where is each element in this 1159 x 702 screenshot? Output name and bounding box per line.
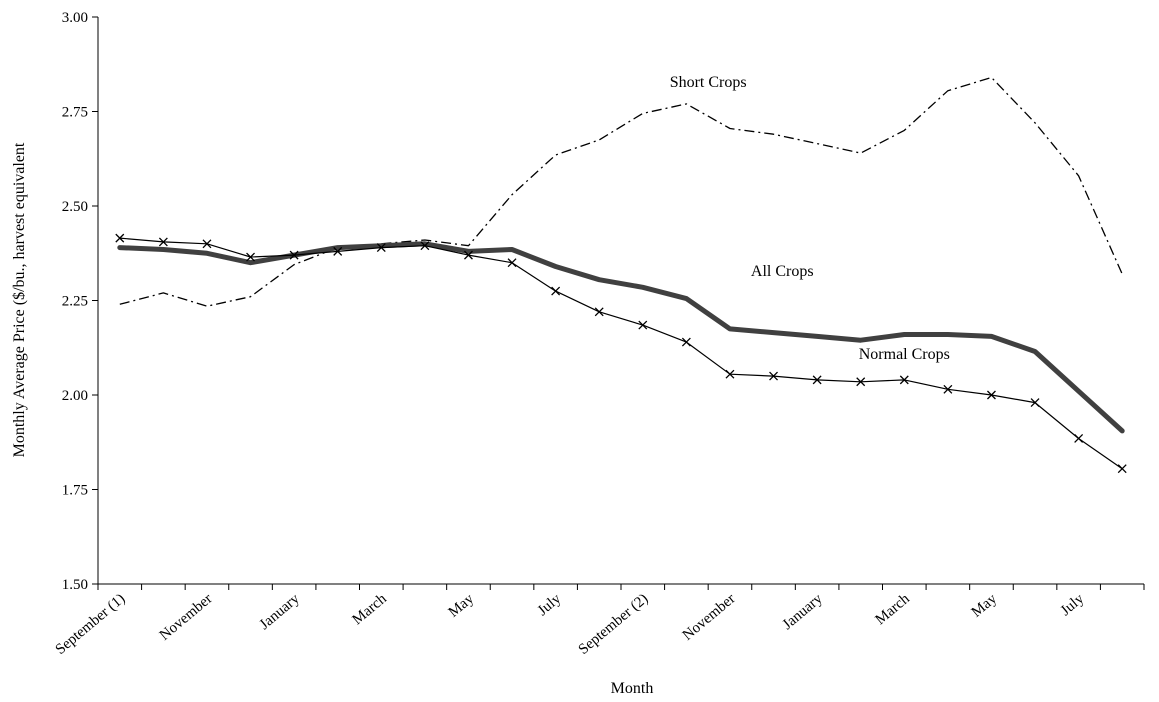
series-label: Normal Crops bbox=[859, 346, 950, 363]
x-marker bbox=[463, 250, 473, 260]
y-tick-label: 1.50 bbox=[62, 577, 88, 593]
y-tick-label: 1.75 bbox=[62, 483, 88, 499]
series-line bbox=[119, 237, 1123, 470]
x-marker bbox=[725, 369, 735, 379]
x-marker bbox=[202, 239, 212, 249]
x-tick-label: May bbox=[446, 590, 478, 620]
x-marker bbox=[333, 246, 343, 256]
y-tick-label: 2.75 bbox=[62, 105, 88, 121]
x-marker bbox=[158, 237, 168, 247]
x-axis: September (1) November January March May July… bbox=[53, 583, 1145, 658]
x-tick-label: July bbox=[535, 590, 565, 619]
x-tick-label: January bbox=[257, 590, 303, 633]
series-normal-crops bbox=[115, 233, 1127, 474]
series-short-crops bbox=[119, 76, 1123, 307]
x-marker bbox=[638, 320, 648, 330]
series-layer bbox=[115, 76, 1127, 474]
x-marker bbox=[856, 377, 866, 387]
x-marker bbox=[594, 307, 604, 317]
x-marker bbox=[1074, 434, 1084, 443]
x-marker bbox=[986, 390, 996, 400]
x-tick-label: January bbox=[780, 590, 826, 633]
x-tick-label: September (2) bbox=[576, 591, 652, 658]
x-marker bbox=[769, 371, 779, 381]
x-marker bbox=[289, 250, 299, 260]
series-all-crops bbox=[117, 241, 1125, 434]
x-tick-label: March bbox=[873, 590, 914, 628]
x-marker bbox=[507, 258, 517, 268]
x-marker bbox=[1030, 398, 1040, 408]
y-tick-label: 3.00 bbox=[62, 10, 88, 26]
y-axis: 3.00 2.75 2.50 2.25 2.00 1.75 1.50 bbox=[62, 10, 99, 593]
x-tick-label: May bbox=[969, 590, 1001, 620]
x-marker bbox=[1117, 464, 1127, 474]
x-tick-label: November bbox=[157, 591, 216, 644]
x-marker bbox=[899, 375, 909, 385]
x-marker bbox=[246, 252, 256, 262]
x-marker bbox=[376, 243, 386, 253]
x-tick-label: March bbox=[350, 590, 391, 628]
x-marker bbox=[115, 233, 125, 243]
x-marker bbox=[551, 286, 561, 296]
x-tick-label: September (1) bbox=[53, 591, 129, 658]
x-tick-label: July bbox=[1058, 590, 1088, 619]
y-tick-label: 2.00 bbox=[62, 388, 88, 404]
y-tick-label: 2.50 bbox=[62, 199, 88, 215]
x-tick-label: November bbox=[680, 591, 739, 644]
y-tick-label: 2.25 bbox=[62, 294, 88, 310]
x-marker bbox=[812, 375, 822, 385]
annotation-layer: Short Crops All Crops Normal Crops bbox=[670, 74, 950, 363]
x-axis-title: Month bbox=[611, 680, 654, 697]
x-marker bbox=[943, 384, 953, 394]
y-axis-title: Monthly Average Price ($/bu., harvest eq… bbox=[11, 142, 28, 457]
x-marker bbox=[420, 241, 430, 251]
series-line bbox=[119, 76, 1123, 307]
x-marker bbox=[681, 337, 691, 347]
series-line bbox=[117, 241, 1125, 434]
series-label: Short Crops bbox=[670, 74, 747, 91]
series-label: All Crops bbox=[751, 263, 814, 280]
